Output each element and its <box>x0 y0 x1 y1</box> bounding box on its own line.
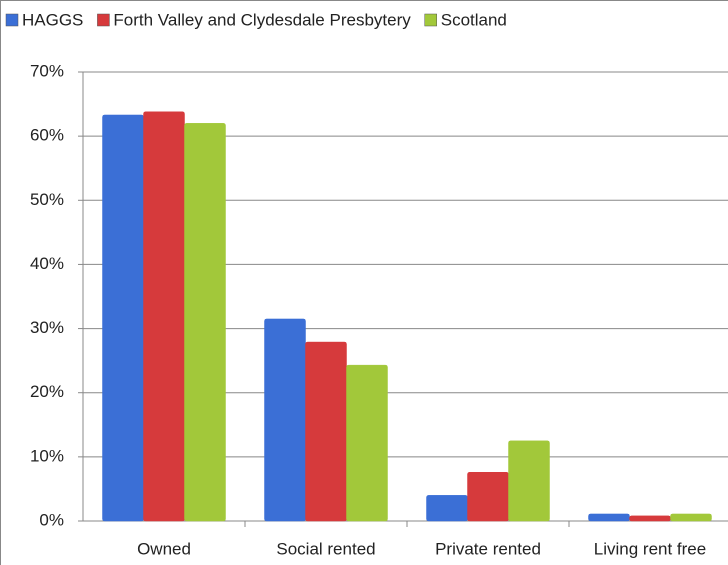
x-tick-label: Living rent free <box>594 539 706 558</box>
x-tick-label: Owned <box>137 539 191 558</box>
legend-label: Forth Valley and Clydesdale Presbytery <box>113 10 411 29</box>
bar <box>426 495 468 522</box>
y-tick-label: 20% <box>30 382 64 401</box>
y-tick-label: 40% <box>30 254 64 273</box>
legend-label: Scotland <box>441 10 507 29</box>
bar <box>346 364 388 522</box>
y-tick-label: 10% <box>30 446 64 465</box>
y-tick-label: 50% <box>30 190 64 209</box>
legend-label: HAGGS <box>22 10 83 29</box>
bar <box>184 123 226 522</box>
bar <box>143 111 185 522</box>
y-tick-label: 0% <box>39 510 64 529</box>
bar <box>629 515 671 522</box>
y-tick-label: 70% <box>30 61 64 80</box>
bar <box>467 472 509 522</box>
legend-swatch <box>424 13 437 27</box>
bar <box>305 341 347 522</box>
bar <box>670 513 712 522</box>
bar <box>264 318 306 522</box>
legend-swatch <box>97 13 110 27</box>
x-tick-label: Social rented <box>276 539 375 558</box>
bar <box>588 513 630 522</box>
x-tick-label: Private rented <box>435 539 541 558</box>
bar <box>102 114 144 522</box>
y-tick-label: 60% <box>30 126 64 145</box>
bar <box>508 440 550 522</box>
y-tick-label: 30% <box>30 318 64 337</box>
legend-swatch <box>5 13 19 27</box>
